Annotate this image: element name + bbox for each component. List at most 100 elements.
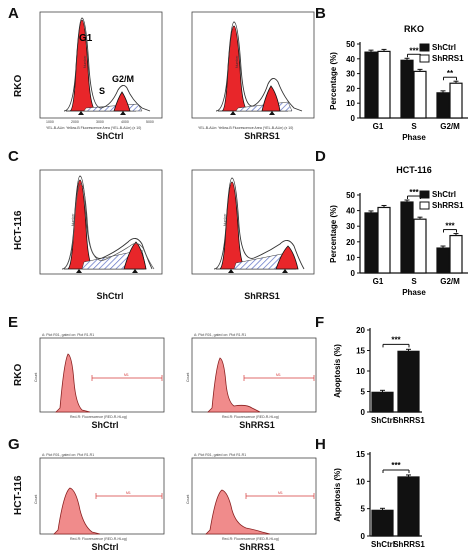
hist-title: A: Plot R01, gated on: Plot R1.R1 (42, 333, 94, 337)
y-tick-label: 20 (346, 238, 355, 247)
apoptosis-rko-shrrs1-histogram: A: Plot R01, gated on: Plot R1.R1 M1 Cou… (186, 333, 317, 419)
bar-s-dark (400, 59, 414, 119)
row-label-a: RKO (13, 74, 24, 97)
panel-c-right-caption: ShRRS1 (244, 291, 280, 301)
fluor-axis-title: Red-R: Fluorescence (RED-R-HLog) (222, 415, 279, 419)
bar-s-dark (400, 201, 414, 274)
bar-g2-m-dark (436, 247, 450, 274)
fluor-axis-title: Red-R: Fluorescence (RED-R-HLog) (70, 537, 127, 541)
bar-g2-m-dark (436, 92, 450, 119)
y-axis-title: Percentage (%) (329, 205, 338, 263)
hist-title: A: Plot R01, gated on: Plot R1.R1 (194, 333, 246, 337)
gate-label: M1 (124, 373, 129, 377)
apoptosis-hct-shctrl-histogram: A: Plot R01, gated on: Plot R1.R1 M1 Cou… (34, 453, 165, 541)
x-axis-title: Phase (402, 288, 426, 297)
apoptosis-rko-shctrl-histogram: A: Plot R01, gated on: Plot R1.R1 M1 Cou… (34, 333, 165, 419)
x-tick-label: G2/M (440, 122, 460, 131)
bar-g1-dark (364, 212, 378, 274)
significance-stars: *** (409, 46, 419, 55)
x-tick-label: G1 (373, 277, 384, 286)
y-tick-label: 0 (351, 269, 356, 278)
rko-shctrl-histogram: Number 1000 2000 3000 4000 5000 YEL-B-AL… (39, 11, 163, 130)
panel-letter-g: G (8, 436, 20, 453)
s-label: S (99, 86, 105, 96)
y-tick-label: 0 (361, 532, 366, 541)
row-label-c: HCT-116 (13, 210, 24, 250)
panel-g-left-caption: ShCtrl (91, 542, 119, 552)
row-label-e: RKO (13, 363, 24, 386)
panel-g-figure: A: Plot R01, gated on: Plot R1.R1 M1 Cou… (34, 453, 317, 541)
y-tick-label: 15 (356, 450, 365, 459)
y-tick-label: 20 (346, 84, 355, 93)
x-tick-label: ShCtrl (371, 540, 395, 549)
x-tick-label: ShCtrl (371, 416, 395, 425)
xtick-4000: 4000 (121, 120, 129, 124)
x-tick-label: ShRRS1 (393, 416, 425, 425)
bar-shrrs1-dark (397, 476, 420, 537)
panel-a-figure: Number 1000 2000 3000 4000 5000 YEL-B-AL… (39, 11, 315, 130)
panel-letter-d: D (315, 148, 326, 165)
hist-title: A: Plot R01, gated on: Plot R1.R1 (42, 453, 94, 457)
panel-letter-c: C (8, 148, 19, 165)
rko-left-xticks: 1000 2000 3000 4000 5000 (46, 120, 154, 124)
hct-left-yaxis-title: Number (71, 213, 75, 226)
panel-g-right-caption: ShRRS1 (239, 542, 275, 552)
panel-letter-e: E (8, 314, 19, 331)
panel-letter-h: H (315, 436, 326, 453)
legend-swatch-light (419, 54, 430, 63)
g2m-label: G2/M (112, 74, 134, 84)
rko-shrrs1-histogram: Number YEL-B-ALin: Yellow-B Fluorescence… (191, 11, 315, 130)
hct-right-yaxis-title: Number (223, 213, 227, 226)
gate-label: M1 (278, 491, 283, 495)
panel-e-figure: A: Plot R01, gated on: Plot R1.R1 M1 Cou… (34, 333, 317, 419)
y-tick-label: 50 (346, 40, 355, 49)
apoptosis-hct-shrrs1-histogram: A: Plot R01, gated on: Plot R1.R1 M1 Cou… (186, 453, 317, 541)
legend-swatch-dark (419, 43, 430, 52)
y-tick-label: 40 (346, 207, 355, 216)
y-tick-label: 10 (346, 99, 355, 108)
y-tick-label: 20 (356, 326, 365, 335)
y-tick-label: 10 (356, 367, 365, 376)
rko-right-yaxis-title: Number (235, 55, 239, 68)
panel-letter-f: F (315, 314, 325, 331)
chart-b: RKO 0 10 20 30 40 50 Percentage (%) G1 S *** G2/M **… (329, 24, 468, 142)
hist-title: A: Plot R01, gated on: Plot R1.R1 (194, 453, 246, 457)
bar-s-light (413, 218, 427, 274)
significance-stars: ** (447, 69, 454, 78)
y-tick-label: 0 (361, 408, 366, 417)
panel-letter-a: A (8, 5, 19, 22)
legend-swatch-dark (419, 190, 430, 199)
x-tick-label: ShRRS1 (393, 540, 425, 549)
panel-letter-b: B (315, 5, 326, 22)
count-axis-title: Count (34, 373, 38, 382)
fluor-axis-title: Red-R: Fluorescence (RED-R-HLog) (70, 415, 127, 419)
y-tick-label: 5 (361, 505, 366, 514)
y-axis-title: Apoptosis (%) (333, 344, 342, 398)
bar-s-light (413, 70, 427, 119)
xtick-1000: 1000 (46, 120, 54, 124)
fluor-axis-title: Red-R: Fluorescence (RED-R-HLog) (222, 537, 279, 541)
legend-label: ShRRS1 (432, 201, 464, 210)
chart-d: HCT-116 0 10 20 30 40 50 Percentage (%) G1 S *** G2… (329, 165, 468, 297)
x-tick-label: S (411, 122, 417, 131)
row-label-g: HCT-116 (13, 475, 24, 515)
hct-shrrs1-histogram: Number (191, 169, 315, 275)
bar-g1-dark (364, 51, 378, 119)
y-tick-label: 30 (346, 222, 355, 231)
count-axis-title: Count (186, 495, 190, 504)
legend-label: ShCtrl (432, 190, 456, 199)
y-axis-title: Percentage (%) (329, 52, 338, 110)
legend-label: ShRRS1 (432, 54, 464, 63)
xtick-3000: 3000 (96, 120, 104, 124)
y-tick-label: 30 (346, 70, 355, 79)
panel-a-right-caption: ShRRS1 (244, 131, 280, 141)
rko-left-xaxis-title: YEL-B-ALin: Yellow-B Fluorescence Area (… (46, 126, 141, 130)
gate-label: M1 (126, 491, 131, 495)
bar-g2-m-light (449, 234, 463, 274)
bar-shctrl-dark (371, 509, 394, 537)
panel-c-figure: Number Number (39, 169, 315, 275)
bar-shctrl-dark (371, 391, 394, 413)
legend-swatch-light (419, 201, 430, 210)
